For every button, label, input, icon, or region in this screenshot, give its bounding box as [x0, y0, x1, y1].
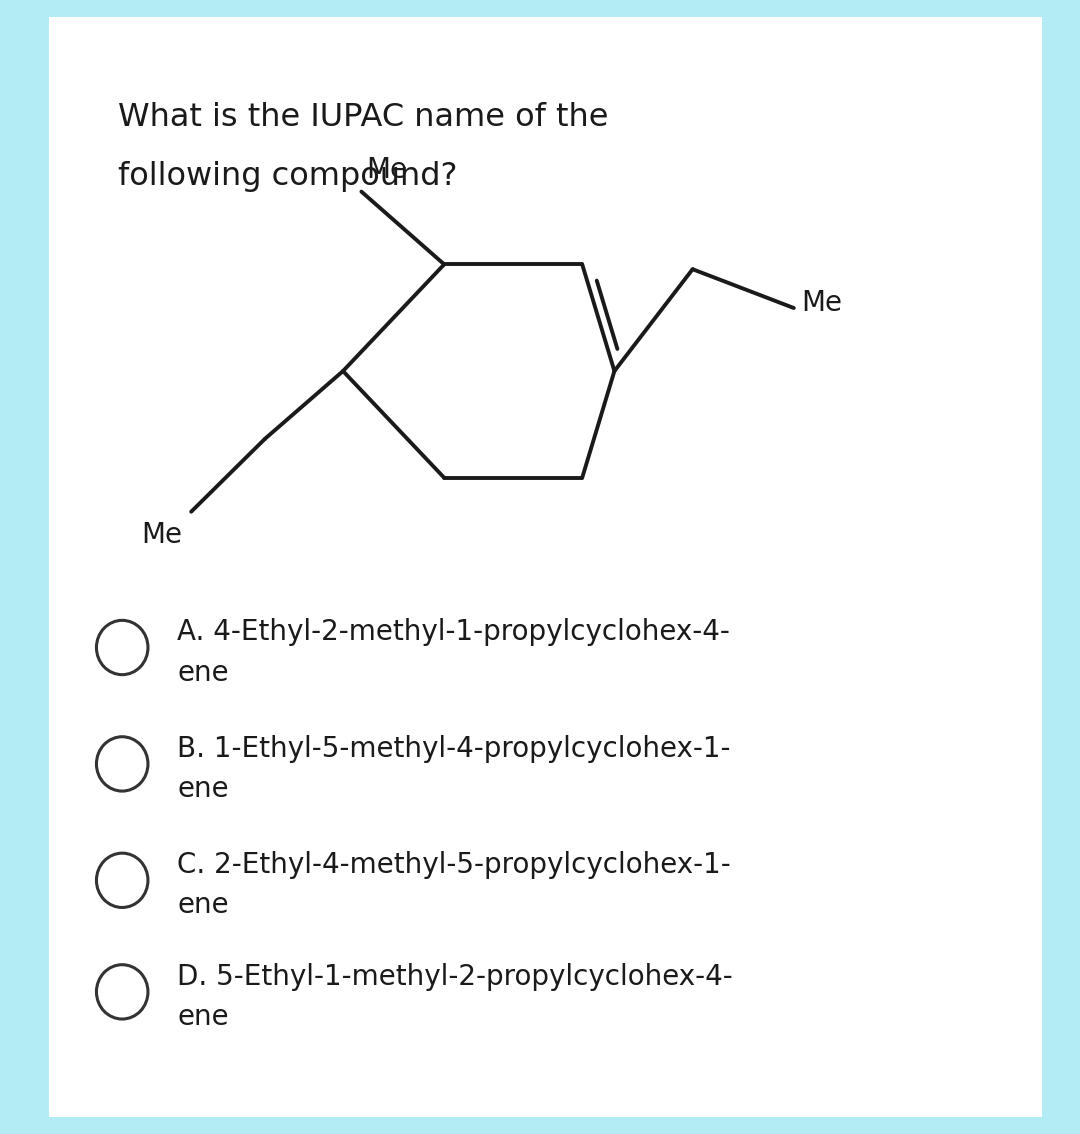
- Text: D. 5-Ethyl-1-methyl-2-propylcyclohex-4-
ene: D. 5-Ethyl-1-methyl-2-propylcyclohex-4- …: [177, 963, 733, 1031]
- Text: Me: Me: [141, 522, 183, 549]
- Text: Me: Me: [366, 155, 407, 184]
- FancyBboxPatch shape: [45, 14, 1045, 1120]
- Text: A. 4-Ethyl-2-methyl-1-propylcyclohex-4-
ene: A. 4-Ethyl-2-methyl-1-propylcyclohex-4- …: [177, 618, 730, 686]
- Text: C. 2-Ethyl-4-methyl-5-propylcyclohex-1-
ene: C. 2-Ethyl-4-methyl-5-propylcyclohex-1- …: [177, 852, 731, 920]
- Text: B. 1-Ethyl-5-methyl-4-propylcyclohex-1-
ene: B. 1-Ethyl-5-methyl-4-propylcyclohex-1- …: [177, 735, 731, 803]
- Text: What is the IUPAC name of the: What is the IUPAC name of the: [118, 102, 608, 134]
- Text: following compound?: following compound?: [118, 161, 457, 192]
- Text: Me: Me: [801, 289, 842, 318]
